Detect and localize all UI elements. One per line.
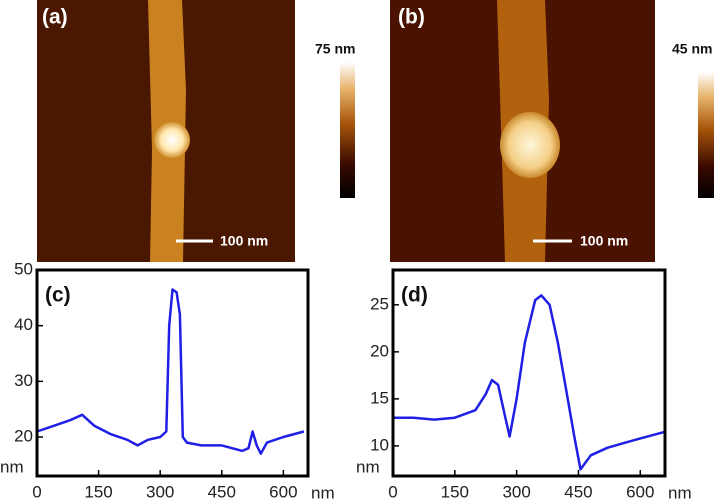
panel-label: (b) [398, 6, 425, 29]
colorbar-label: 75 nm [315, 41, 355, 57]
y-tick-label: 10 [370, 435, 389, 454]
panel-label: (a) [42, 6, 68, 29]
x-axis-label: nm [668, 483, 692, 502]
afm-image: (b) 100 nm 45 nm [390, 0, 714, 262]
panel-label: (d) [401, 284, 428, 307]
y-tick-label: 20 [14, 427, 33, 446]
x-tick-label: 150 [84, 482, 112, 501]
afm-image: (a) 100 nm 75 nm [37, 0, 355, 262]
data-line [36, 288, 305, 455]
x-tick-label: 300 [146, 482, 174, 501]
y-axis-label: nm [356, 457, 380, 476]
y-tick-label: 40 [14, 315, 33, 334]
colorbar-label: 45 nm [672, 41, 712, 57]
data-line [393, 294, 666, 471]
y-tick-label: 50 [14, 259, 33, 278]
plot-frame [35, 268, 310, 478]
x-tick-label: 0 [388, 482, 397, 501]
y-tick-label: 15 [370, 388, 389, 407]
x-axis-label: nm [311, 483, 335, 502]
panel-label: (c) [45, 284, 71, 307]
scale-bar-label: 100 nm [580, 233, 628, 249]
y-tick-label: 20 [370, 341, 389, 360]
y-tick-label: 25 [370, 294, 389, 313]
x-tick-label: 600 [269, 482, 297, 501]
x-tick-label: 450 [564, 482, 592, 501]
scale-bar-label: 100 nm [220, 233, 268, 249]
x-tick-label: 0 [32, 482, 41, 501]
x-tick-label: 150 [441, 482, 469, 501]
y-tick-label: 30 [14, 371, 33, 390]
y-axis-label: nm [0, 457, 24, 476]
x-tick-label: 450 [208, 482, 236, 501]
plot-frame [391, 268, 667, 478]
x-tick-label: 600 [626, 482, 654, 501]
x-tick-label: 300 [502, 482, 530, 501]
